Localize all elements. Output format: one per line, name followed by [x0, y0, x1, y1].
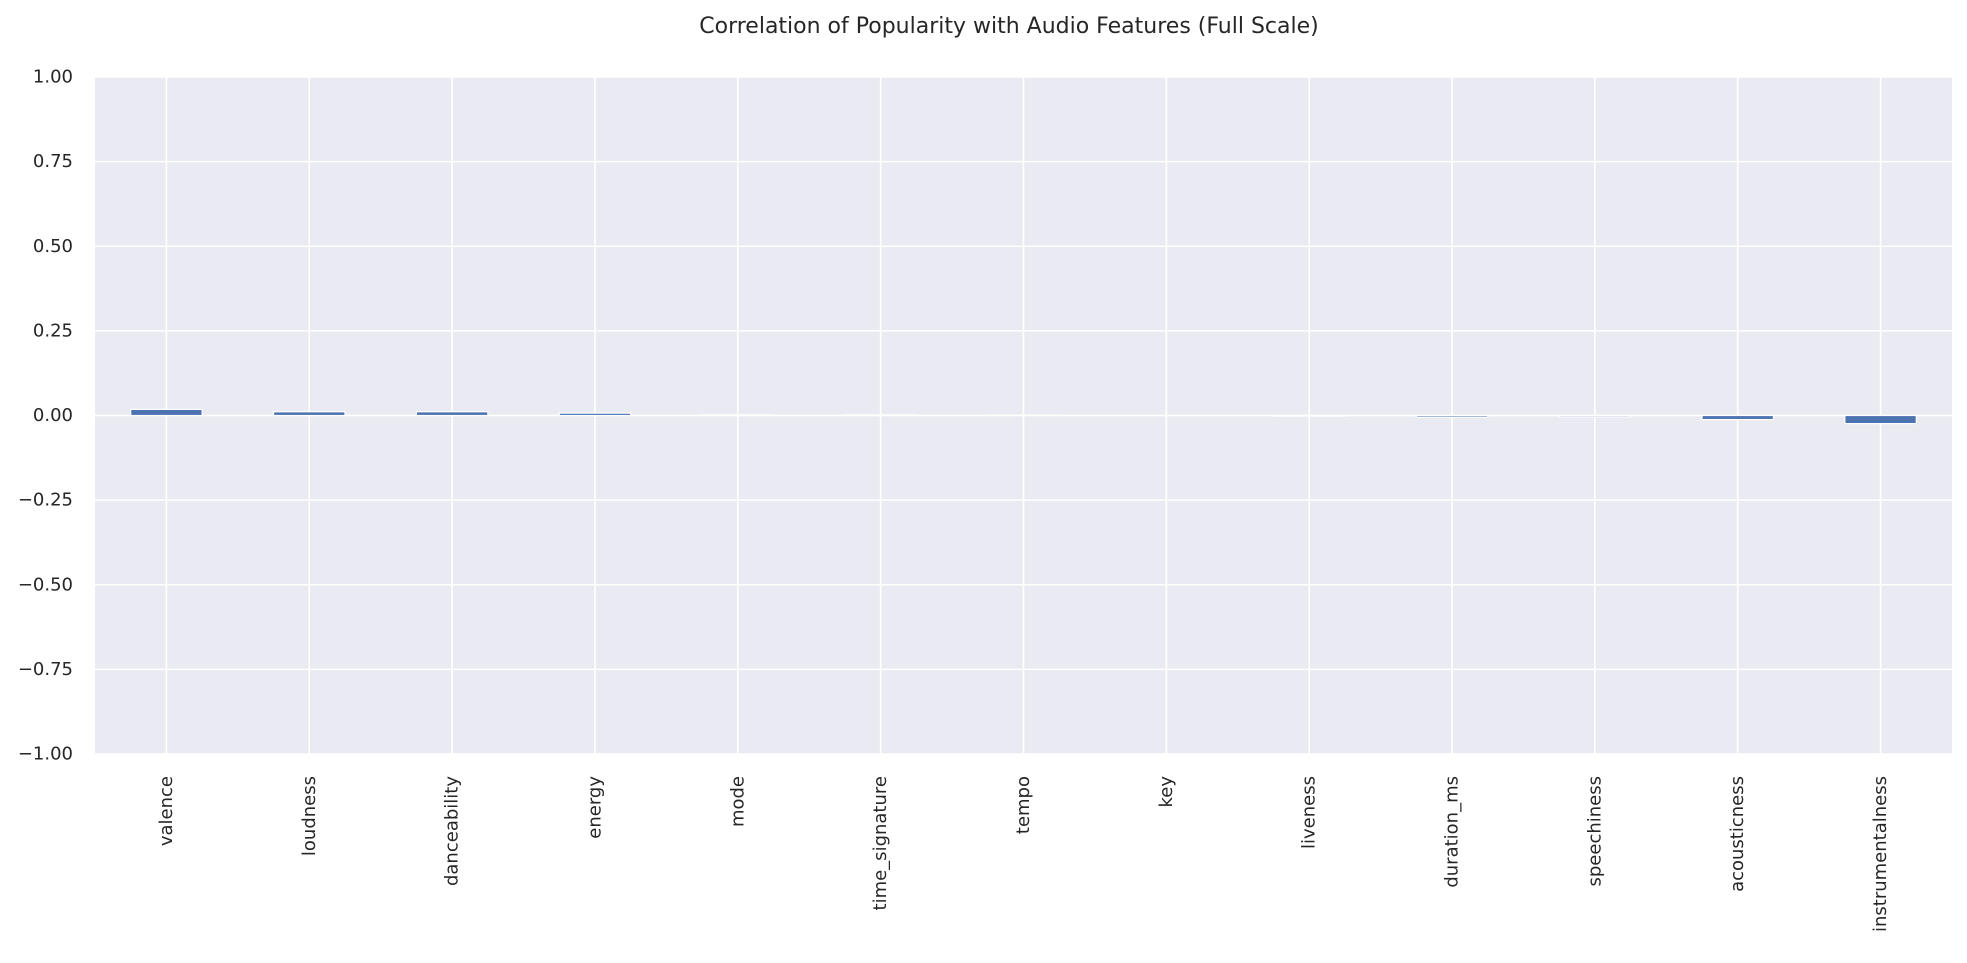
- bar-liveness: [1272, 414, 1346, 417]
- x-tick-label-duration_ms: duration_ms: [1442, 776, 1463, 888]
- y-tick-label: 0.25: [33, 320, 73, 341]
- bar-loudness: [272, 411, 346, 417]
- y-tick-label: 0.00: [33, 405, 73, 426]
- bar-instrumentalness: [1844, 414, 1917, 425]
- x-tick-label-mode: mode: [727, 776, 748, 827]
- x-tick-label-valence: valence: [156, 776, 177, 846]
- y-tick-label: −0.75: [18, 659, 73, 680]
- bar-mode: [701, 414, 775, 417]
- x-tick-label-tempo: tempo: [1013, 776, 1034, 834]
- bar-speechiness: [1558, 414, 1632, 418]
- x-tick-label-key: key: [1156, 776, 1177, 808]
- y-tick-label: −1.00: [18, 744, 73, 765]
- x-tick-label-acousticness: acousticness: [1727, 776, 1748, 892]
- x-tick-label-instrumentalness: instrumentalness: [1870, 776, 1891, 932]
- x-tick-label-speechiness: speechiness: [1584, 776, 1605, 887]
- x-tick-label-liveness: liveness: [1299, 776, 1320, 849]
- x-tick-label-loudness: loudness: [299, 776, 320, 856]
- bar-energy: [558, 412, 632, 417]
- x-tick-label-danceability: danceability: [442, 776, 463, 886]
- y-tick-label: 1.00: [33, 67, 73, 88]
- bars: [130, 408, 1917, 425]
- x-tick-label-energy: energy: [584, 776, 605, 839]
- x-tick-labels: valence loudness danceability energy mode tim…: [156, 776, 1891, 932]
- bar-duration_ms: [1415, 414, 1489, 418]
- x-tick-label-time_signature: time_signature: [870, 776, 891, 910]
- y-tick-label: 0.75: [33, 151, 73, 172]
- bar-time_signature: [844, 414, 917, 417]
- bar-acousticness: [1701, 414, 1775, 421]
- y-tick-labels: 1.00 0.75 0.50 0.25 0.00 −0.25 −0.50 −0.75 −1.00: [18, 67, 73, 765]
- chart-title: Correlation of Popularity with Audio Fea…: [699, 14, 1319, 39]
- y-tick-label: 0.50: [33, 236, 73, 257]
- y-tick-label: −0.50: [18, 574, 73, 595]
- bar-valence: [130, 408, 203, 417]
- y-tick-label: −0.25: [18, 490, 73, 511]
- bar-danceability: [415, 411, 489, 417]
